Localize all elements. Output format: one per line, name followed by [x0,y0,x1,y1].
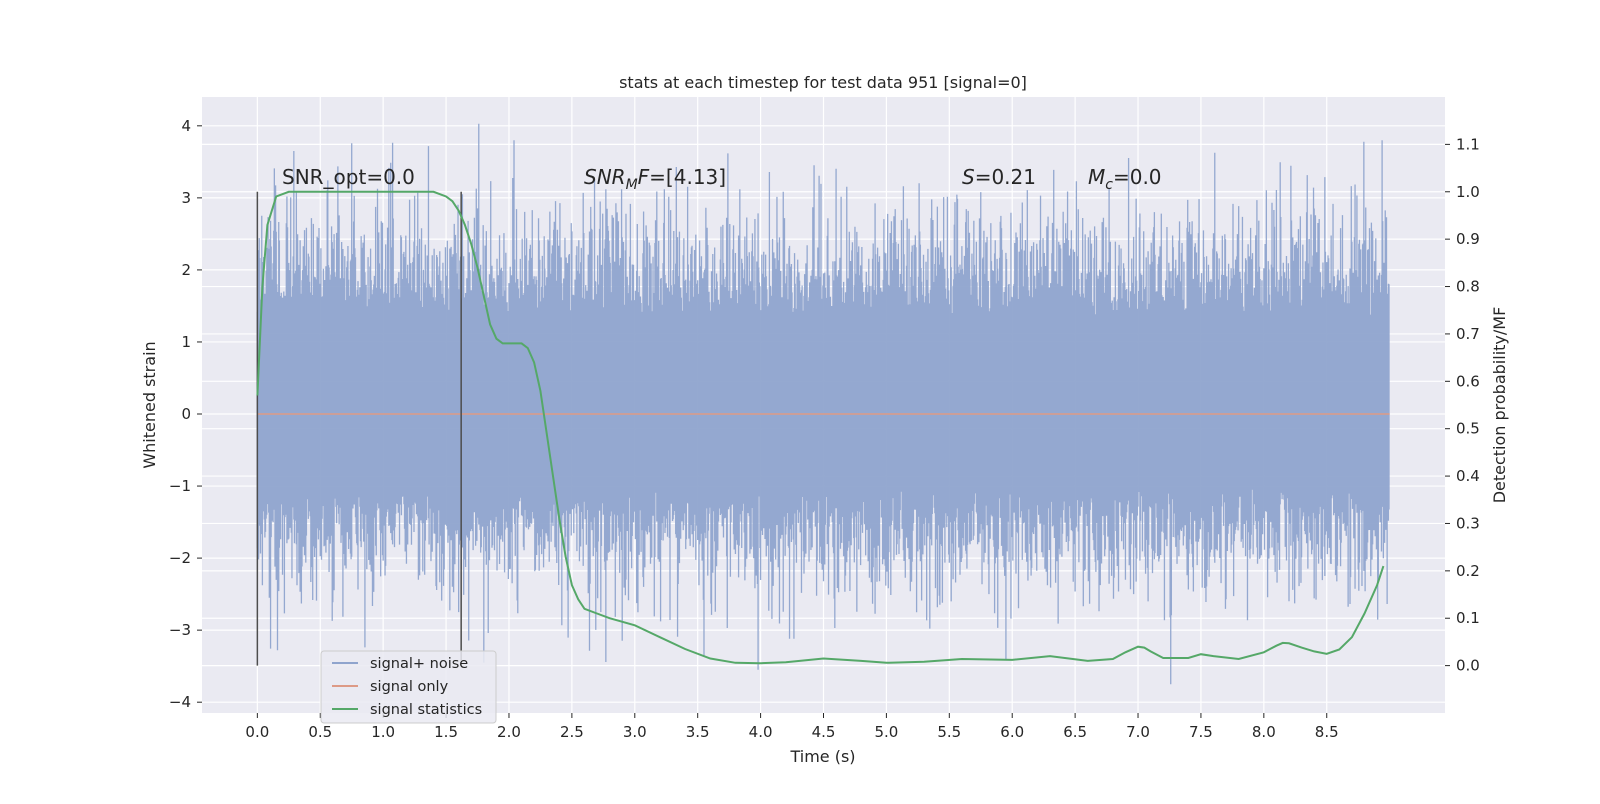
x-tick-label: 4.0 [749,723,773,741]
x-tick-label: 0.5 [308,723,332,741]
y-tick-label: −4 [169,693,191,711]
x-tick-label: 6.5 [1063,723,1087,741]
y2-tick-label: 0.0 [1456,657,1480,675]
annotation-s-value: =0.21 [975,165,1036,189]
x-tick-label: 6.0 [1000,723,1024,741]
x-tick-label: 5.5 [937,723,961,741]
y2-tick-label: 1.0 [1456,183,1480,201]
y-tick-label: 3 [181,189,191,207]
axis-ticks: 0.0 0.5 1.0 1.5 2.0 2.5 3.0 3.5 4.0 4.5 5.0 5.5 6.0 6… [169,117,1480,741]
y2-tick-label: 0.8 [1456,278,1480,296]
x-tick-label: 2.5 [560,723,584,741]
line-series [256,190,1390,666]
y2-tick-label: 1.1 [1456,135,1480,153]
annotation-mc-sub: c [1105,177,1113,193]
x-tick-label: 0.0 [245,723,269,741]
x-tick-label: 7.0 [1126,723,1150,741]
legend: signal+ noise signal only signal statist… [320,650,497,724]
y2-tick-label: 0.3 [1456,514,1480,532]
y2-tick-label: 0.1 [1456,609,1480,627]
y2-tick-label: 0.2 [1456,562,1480,580]
y2-tick-label: 0.6 [1456,372,1480,390]
y2-tick-label: 0.5 [1456,420,1480,438]
annotation-snr-mf-sub: M [626,177,638,193]
x-tick-label: 8.0 [1252,723,1276,741]
y-tick-label: 2 [181,261,191,279]
x-tick-label: 3.5 [686,723,710,741]
y-tick-label: 1 [181,333,191,351]
chart-title: stats at each timestep for test data 951… [619,73,1027,92]
y2-tick-label: 0.9 [1456,230,1480,248]
x-tick-label: 2.0 [497,723,521,741]
annotation-s: S=0.21 [962,165,1036,189]
annotation-snr-opt: SNR_opt=0.0 [282,165,415,189]
signal-statistics-line [256,190,1385,665]
x-tick-label: 7.5 [1189,723,1213,741]
y-tick-label: −2 [169,549,191,567]
y2-tick-label: 0.7 [1456,325,1480,343]
annotation-snr-mf-mid: F [638,165,650,189]
x-tick-label: 3.0 [623,723,647,741]
x-tick-label: 8.5 [1315,723,1339,741]
y-tick-label: 4 [181,117,191,135]
annotation-snr-mf-prefix: SNR [584,165,626,189]
annotation-mc-value: =0.0 [1113,165,1162,189]
y-tick-label: −3 [169,621,191,639]
y2-tick-label: 0.4 [1456,467,1480,485]
legend-label-signal-statistics: signal statistics [370,702,482,718]
annotation-mc-var: M [1088,165,1105,189]
x-tick-label: 5.0 [874,723,898,741]
annotation-s-var: S [962,165,975,189]
annotation-snr-mf: SNRMF=[4.13] [584,165,726,193]
x-tick-label: 4.5 [812,723,836,741]
legend-box [320,650,497,724]
x-axis-label: Time (s) [789,747,855,766]
y2-axis-label: Detection probability/MF [1490,307,1509,504]
annotation-mc: Mc=0.0 [1088,165,1162,193]
x-tick-label: 1.0 [371,723,395,741]
legend-label-signal-noise: signal+ noise [370,656,468,672]
y-tick-label: −1 [169,477,191,495]
y-axis-label: Whitened strain [140,341,159,468]
x-tick-label: 1.5 [434,723,458,741]
annotation-snr-mf-value: =[4.13] [649,165,726,189]
legend-label-signal-only: signal only [370,679,449,695]
y-tick-label: 0 [181,405,191,423]
